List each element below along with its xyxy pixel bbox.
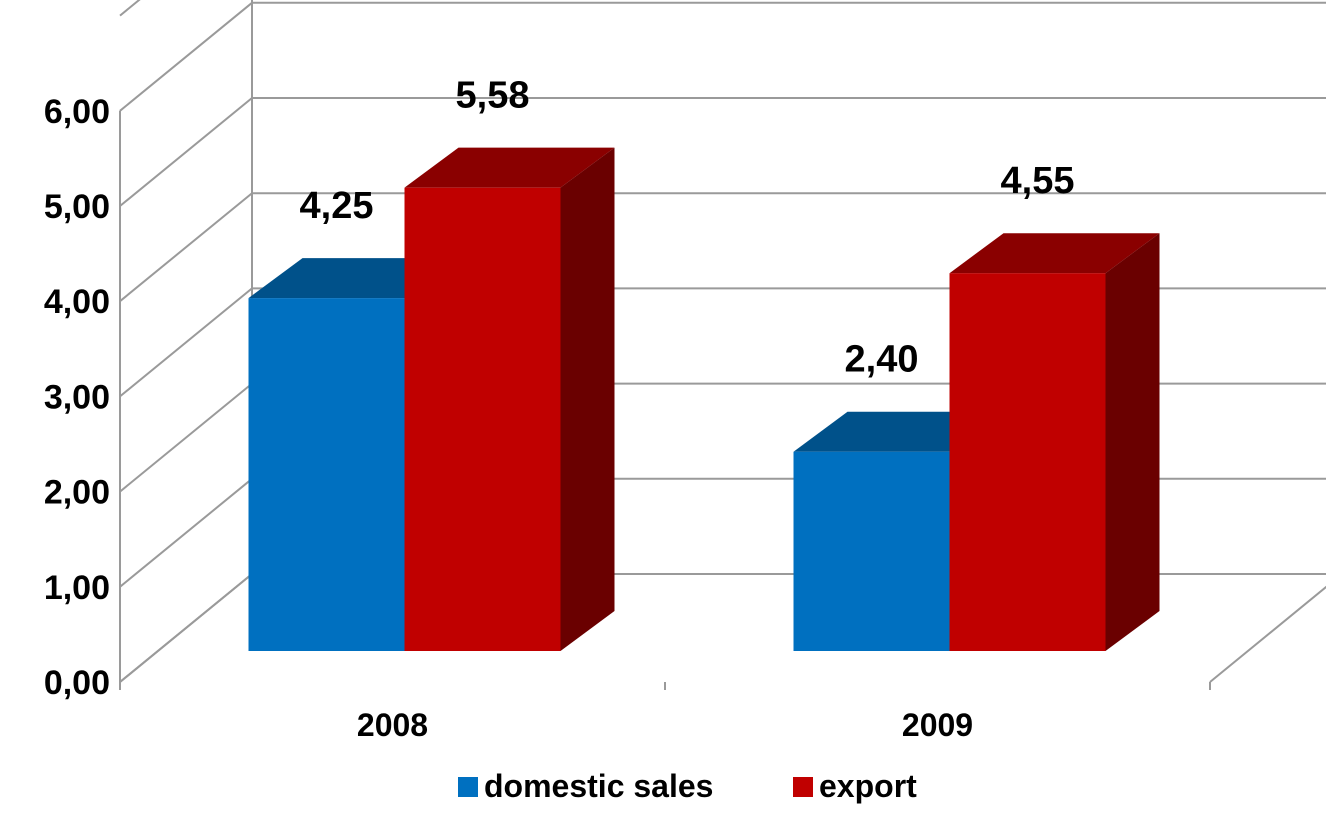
legend-swatch-domestic-sales — [458, 777, 478, 797]
bar-top-export-2008 — [404, 147, 615, 188]
legend-swatch-export — [793, 777, 813, 797]
bar-domestic-sales-2008 — [248, 298, 405, 651]
bar-top-export-2009 — [949, 233, 1160, 274]
labels: 4,25 5,58 2,40 4,55 — [300, 75, 1075, 381]
axes: 0,00 1,00 2,00 3,00 4,00 5,00 6,00 2008 2009 — [44, 93, 1211, 743]
data-label: 4,25 — [300, 185, 374, 227]
gridline — [119, 97, 1326, 207]
bar-export-2008 — [404, 187, 561, 651]
bar-domestic-sales-2009 — [793, 451, 950, 651]
x-category-label: 2009 — [902, 707, 973, 743]
y-tick-label: 5,00 — [44, 188, 110, 226]
y-tick-label: 4,00 — [44, 283, 110, 321]
gridline — [119, 1, 1326, 112]
y-tick-label: 1,00 — [44, 569, 110, 607]
y-tick-label: 0,00 — [44, 664, 110, 702]
x-category-label: 2008 — [357, 707, 428, 743]
data-label: 4,55 — [1001, 160, 1075, 202]
legend: domestic sales export — [458, 768, 917, 804]
legend-label-export: export — [819, 768, 917, 804]
y-tick-label: 2,00 — [44, 474, 110, 512]
bar-side-export-2008 — [560, 147, 615, 651]
bar-side-export-2009 — [1105, 233, 1160, 651]
y-tick-label: 3,00 — [44, 378, 110, 416]
data-label: 2,40 — [845, 339, 919, 381]
legend-label-domestic-sales: domestic sales — [484, 768, 713, 804]
y-tick-label: 6,00 — [44, 93, 110, 131]
bar-export-2009 — [949, 273, 1106, 651]
gridline — [119, 192, 1326, 302]
data-label: 5,58 — [456, 75, 530, 117]
bars — [248, 147, 1160, 651]
